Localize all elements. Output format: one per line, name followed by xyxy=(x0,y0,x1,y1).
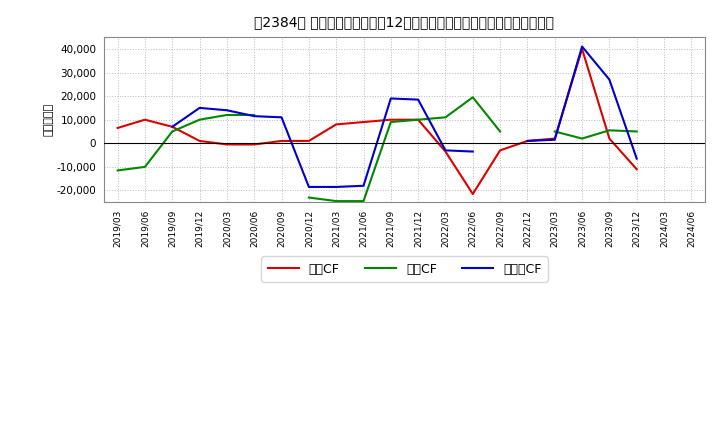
フリーCF xyxy=(414,97,423,102)
フリーCF xyxy=(222,108,231,113)
営業CF xyxy=(195,138,204,143)
フリーCF xyxy=(632,156,641,161)
投資CF xyxy=(632,129,641,134)
フリーCF xyxy=(359,183,368,188)
営業CF xyxy=(277,138,286,143)
投資CF xyxy=(605,128,613,133)
投資CF xyxy=(387,119,395,125)
営業CF xyxy=(441,149,450,154)
投資CF xyxy=(250,112,258,117)
フリーCF xyxy=(305,184,313,190)
投資CF xyxy=(441,115,450,120)
フリーCF xyxy=(168,124,176,129)
投資CF xyxy=(496,129,505,134)
投資CF xyxy=(305,195,313,200)
Legend: 営業CF, 投資CF, フリーCF: 営業CF, 投資CF, フリーCF xyxy=(261,257,548,282)
投資CF xyxy=(550,129,559,134)
フリーCF xyxy=(577,44,586,49)
投資CF xyxy=(140,164,149,169)
営業CF xyxy=(387,117,395,122)
フリーCF xyxy=(332,184,341,190)
営業CF xyxy=(577,46,586,51)
フリーCF xyxy=(195,105,204,110)
フリーCF xyxy=(387,96,395,101)
Y-axis label: （百万円）: （百万円） xyxy=(44,103,54,136)
投資CF xyxy=(332,198,341,204)
投資CF xyxy=(577,136,586,141)
フリーCF xyxy=(113,152,122,158)
フリーCF xyxy=(550,137,559,143)
営業CF xyxy=(222,142,231,147)
営業CF xyxy=(523,138,532,143)
営業CF xyxy=(168,124,176,129)
営業CF xyxy=(632,167,641,172)
営業CF xyxy=(305,138,313,143)
営業CF xyxy=(359,119,368,125)
フリーCF xyxy=(277,115,286,120)
Title: ［2384］ キャッシュフローの12か月移動合計の対前年同期増減額の推移: ［2384］ キャッシュフローの12か月移動合計の対前年同期増減額の推移 xyxy=(254,15,554,29)
投資CF xyxy=(222,112,231,117)
営業CF xyxy=(469,191,477,197)
営業CF xyxy=(605,136,613,141)
Line: 投資CF: 投資CF xyxy=(117,97,636,201)
営業CF xyxy=(250,142,258,147)
フリーCF xyxy=(605,77,613,82)
フリーCF xyxy=(469,149,477,154)
営業CF xyxy=(496,148,505,153)
投資CF xyxy=(195,117,204,122)
営業CF xyxy=(113,125,122,131)
フリーCF xyxy=(523,138,532,143)
営業CF xyxy=(140,117,149,122)
Line: 営業CF: 営業CF xyxy=(117,49,636,194)
営業CF xyxy=(332,122,341,127)
投資CF xyxy=(168,129,176,134)
営業CF xyxy=(550,136,559,141)
投資CF xyxy=(359,198,368,204)
投資CF xyxy=(414,117,423,122)
投資CF xyxy=(469,95,477,100)
営業CF xyxy=(414,117,423,122)
Line: フリーCF: フリーCF xyxy=(117,47,636,187)
フリーCF xyxy=(441,148,450,153)
フリーCF xyxy=(250,114,258,119)
投資CF xyxy=(113,168,122,173)
